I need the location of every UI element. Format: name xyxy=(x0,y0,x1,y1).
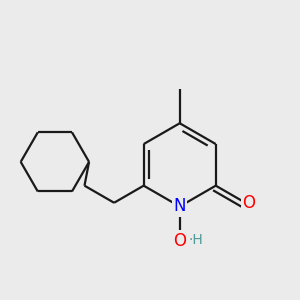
Text: ·H: ·H xyxy=(189,233,203,247)
Text: N: N xyxy=(173,197,186,215)
Text: O: O xyxy=(173,232,186,250)
Text: O: O xyxy=(242,194,255,212)
